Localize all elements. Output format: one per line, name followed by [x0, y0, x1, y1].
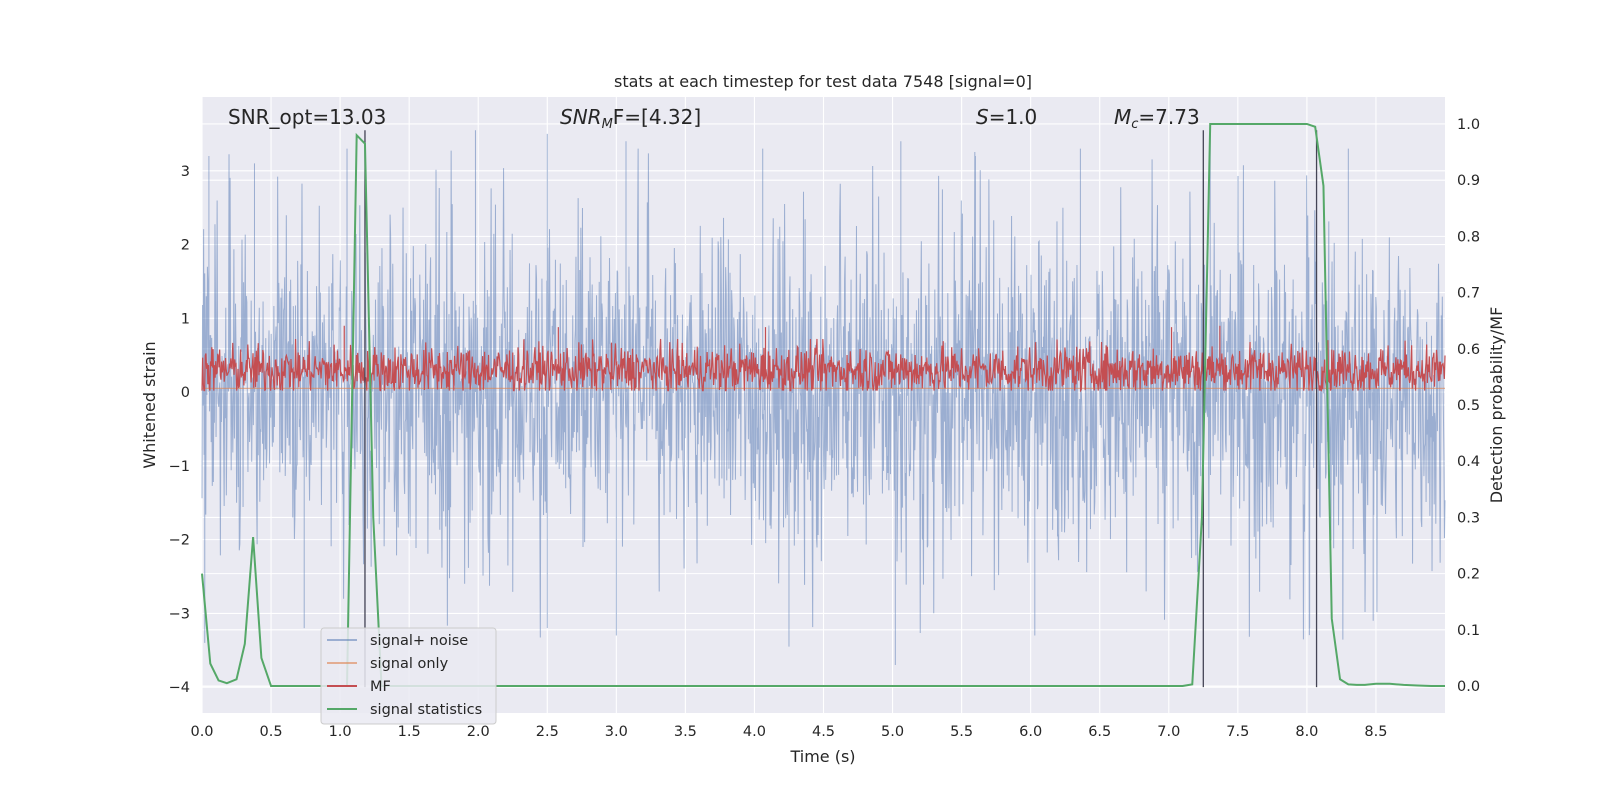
tick-labels: 0.0 0.5 1.0 1.5 2.0 2.5 3.0 3.5 4.0 4.5 5.0 5.5 6.0 6… — [169, 117, 1480, 740]
x-tick-label: 2.0 — [467, 724, 490, 740]
y2-axis-label: Detection probability/MF — [1487, 307, 1506, 504]
x-tick-label: 3.5 — [674, 724, 697, 740]
chart-title: stats at each timestep for test data 754… — [614, 72, 1032, 91]
y2-tick-label: 0.2 — [1457, 567, 1480, 583]
series-mf — [201, 325, 1446, 393]
legend-box — [320, 627, 497, 725]
annotation-mc: Mc=7.73 — [1114, 105, 1200, 132]
x-tick-label: 0.5 — [260, 724, 283, 740]
y-tick-label: −1 — [169, 459, 190, 475]
annotation-snr-mf: SNRMF=[4.32] — [560, 105, 701, 132]
legend-label-signal-only: signal only — [370, 656, 449, 672]
y2-tick-label: 0.5 — [1457, 398, 1480, 414]
legend-label-mf: MF — [370, 679, 391, 695]
y2-tick-label: 0.6 — [1457, 342, 1480, 358]
legend-label-signal-plus-noise: signal+ noise — [370, 633, 468, 649]
x-tick-label: 5.5 — [950, 724, 973, 740]
y2-tick-label: 0.0 — [1457, 679, 1480, 695]
x-tick-label: 8.5 — [1364, 724, 1387, 740]
legend: signal+ noise signal only MF signal stat… — [320, 627, 497, 725]
x-tick-label: 0.0 — [190, 724, 213, 740]
x-tick-label: 1.5 — [398, 724, 421, 740]
y2-tick-label: 0.7 — [1457, 286, 1480, 302]
series-signal-statistics — [201, 122, 1445, 688]
signal-plus-noise-line — [201, 130, 1446, 666]
x-tick-label: 8.0 — [1295, 724, 1318, 740]
y2-tick-label: 0.1 — [1457, 623, 1480, 639]
y2-tick-label: 0.4 — [1457, 454, 1480, 470]
annotation-snr-opt: SNR_opt=13.03 — [228, 105, 386, 129]
x-tick-label: 4.5 — [812, 724, 835, 740]
mf-line — [201, 325, 1446, 393]
x-tick-label: 5.0 — [881, 724, 904, 740]
y-tick-label: 3 — [181, 164, 190, 180]
y2-tick-label: 0.8 — [1457, 229, 1480, 245]
annotation-s: S=1.0 — [976, 105, 1037, 129]
y-tick-label: −3 — [169, 606, 190, 622]
y-tick-label: −4 — [169, 680, 190, 696]
y-tick-label: 2 — [181, 238, 190, 254]
y-tick-label: 1 — [181, 311, 190, 327]
legend-label-signal-statistics: signal statistics — [370, 702, 482, 718]
y2-tick-label: 0.3 — [1457, 510, 1480, 526]
x-tick-label: 6.5 — [1088, 724, 1111, 740]
series-signal-plus-noise — [201, 130, 1446, 666]
x-tick-label: 7.0 — [1157, 724, 1180, 740]
y-tick-label: 0 — [181, 385, 190, 401]
x-tick-label: 3.0 — [605, 724, 628, 740]
y2-tick-label: 1.0 — [1457, 117, 1480, 133]
x-tick-label: 4.0 — [743, 724, 766, 740]
y2-tick-label: 0.9 — [1457, 173, 1480, 189]
x-tick-label: 1.0 — [329, 724, 352, 740]
x-tick-label: 6.0 — [1019, 724, 1042, 740]
x-tick-label: 2.5 — [536, 724, 559, 740]
y-tick-label: −2 — [169, 533, 190, 549]
signal-statistics-line — [201, 122, 1445, 688]
y-axis-label: Whitened strain — [140, 341, 159, 468]
x-axis-label: Time (s) — [789, 747, 855, 766]
x-tick-label: 7.5 — [1226, 724, 1249, 740]
